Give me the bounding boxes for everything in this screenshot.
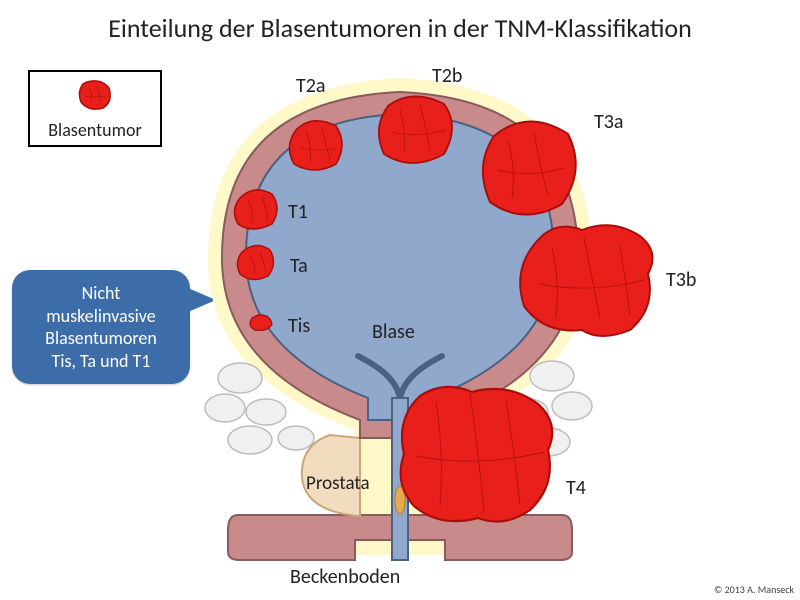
tumor-T2b <box>379 96 452 163</box>
tumor-Tis <box>250 315 272 330</box>
label-Tis: Tis <box>288 314 310 338</box>
tumor-T4 <box>401 387 553 522</box>
label-T2b: T2b <box>432 64 462 88</box>
tumor-T2a <box>289 121 342 170</box>
label-T3a: T3a <box>594 110 623 134</box>
tumor-T3a <box>483 121 576 214</box>
tumor-T3b <box>520 225 652 336</box>
label-Ta: Ta <box>290 254 308 278</box>
diagram-svg <box>0 0 800 600</box>
tumor-Ta <box>237 245 273 279</box>
label-T4: T4 <box>566 476 586 500</box>
label-T3b: T3b <box>666 268 696 292</box>
label-T1: T1 <box>288 200 308 224</box>
label-Beckenboden: Beckenboden <box>290 565 400 589</box>
label-Blase: Blase <box>372 320 415 344</box>
copyright: © 2013 A. Manseck <box>714 583 794 596</box>
label-Prostata: Prostata <box>306 472 370 495</box>
label-T2a: T2a <box>296 74 325 98</box>
